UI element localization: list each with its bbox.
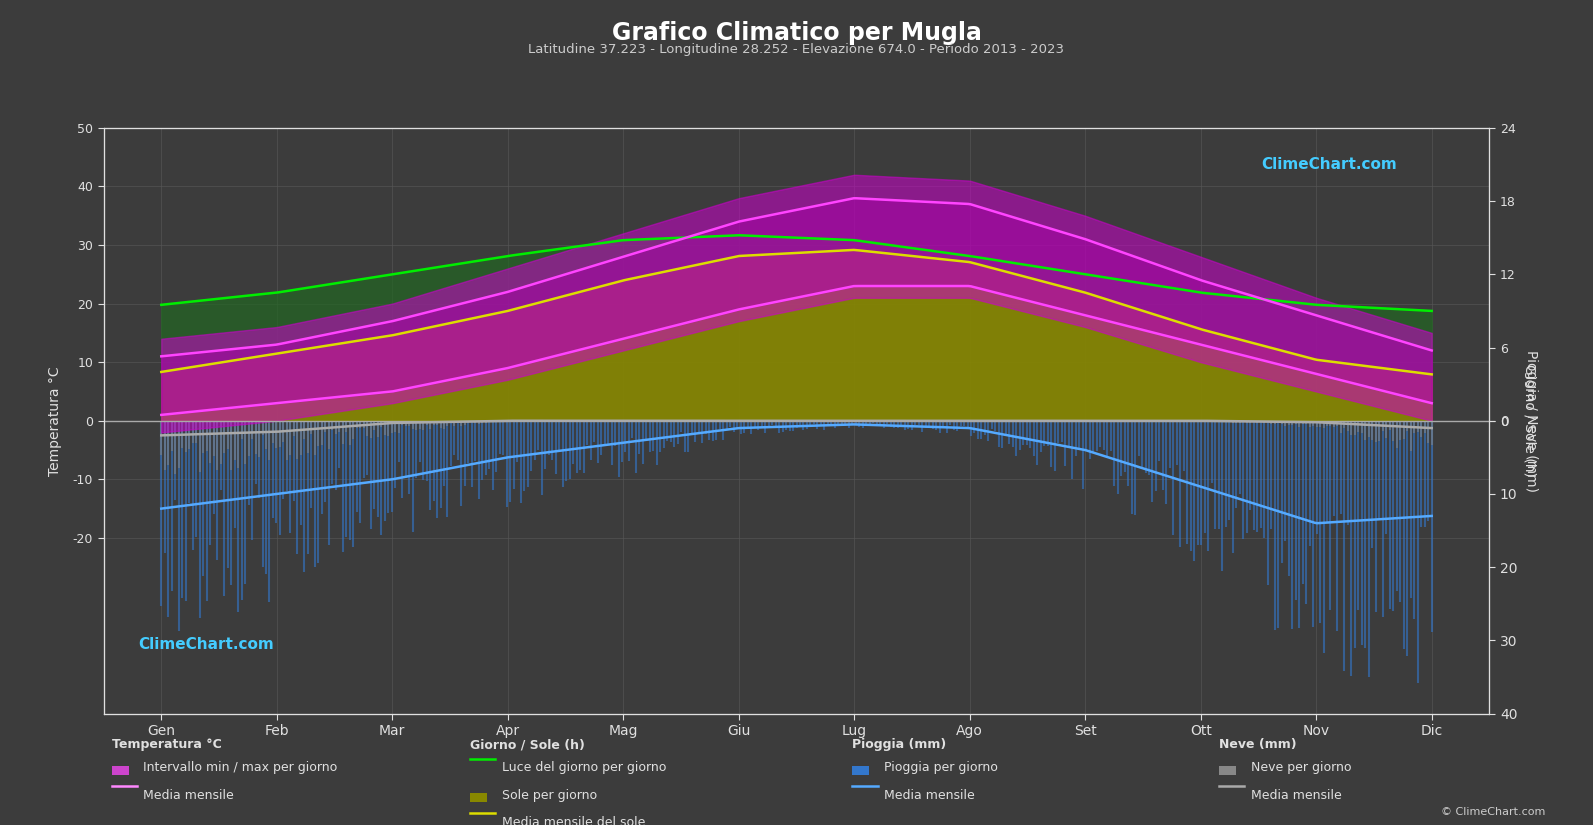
Text: Intervallo min / max per giorno: Intervallo min / max per giorno bbox=[143, 761, 338, 775]
Text: Luce del giorno per giorno: Luce del giorno per giorno bbox=[502, 761, 666, 775]
Text: ClimeChart.com: ClimeChart.com bbox=[139, 638, 274, 653]
Text: Pioggia (mm): Pioggia (mm) bbox=[852, 738, 946, 752]
Text: Grafico Climatico per Mugla: Grafico Climatico per Mugla bbox=[612, 21, 981, 45]
Text: Media mensile del sole: Media mensile del sole bbox=[502, 816, 645, 825]
Text: Media mensile: Media mensile bbox=[1251, 789, 1341, 802]
Text: Neve (mm): Neve (mm) bbox=[1219, 738, 1297, 752]
Y-axis label: Pioggia / Neve (mm): Pioggia / Neve (mm) bbox=[1525, 350, 1539, 492]
Text: ClimeChart.com: ClimeChart.com bbox=[1260, 157, 1397, 172]
Text: Media mensile: Media mensile bbox=[143, 789, 234, 802]
Text: © ClimeChart.com: © ClimeChart.com bbox=[1440, 807, 1545, 817]
Text: Giorno / Sole (h): Giorno / Sole (h) bbox=[470, 738, 585, 752]
Text: Media mensile: Media mensile bbox=[884, 789, 975, 802]
Text: Latitudine 37.223 - Longitudine 28.252 - Elevazione 674.0 - Periodo 2013 - 2023: Latitudine 37.223 - Longitudine 28.252 -… bbox=[529, 43, 1064, 56]
Y-axis label: Giorno / Sole (h): Giorno / Sole (h) bbox=[1523, 365, 1537, 477]
Y-axis label: Temperatura °C: Temperatura °C bbox=[48, 366, 62, 475]
Text: Neve per giorno: Neve per giorno bbox=[1251, 761, 1351, 775]
Text: Sole per giorno: Sole per giorno bbox=[502, 789, 597, 802]
Text: Temperatura °C: Temperatura °C bbox=[112, 738, 221, 752]
Text: Pioggia per giorno: Pioggia per giorno bbox=[884, 761, 997, 775]
